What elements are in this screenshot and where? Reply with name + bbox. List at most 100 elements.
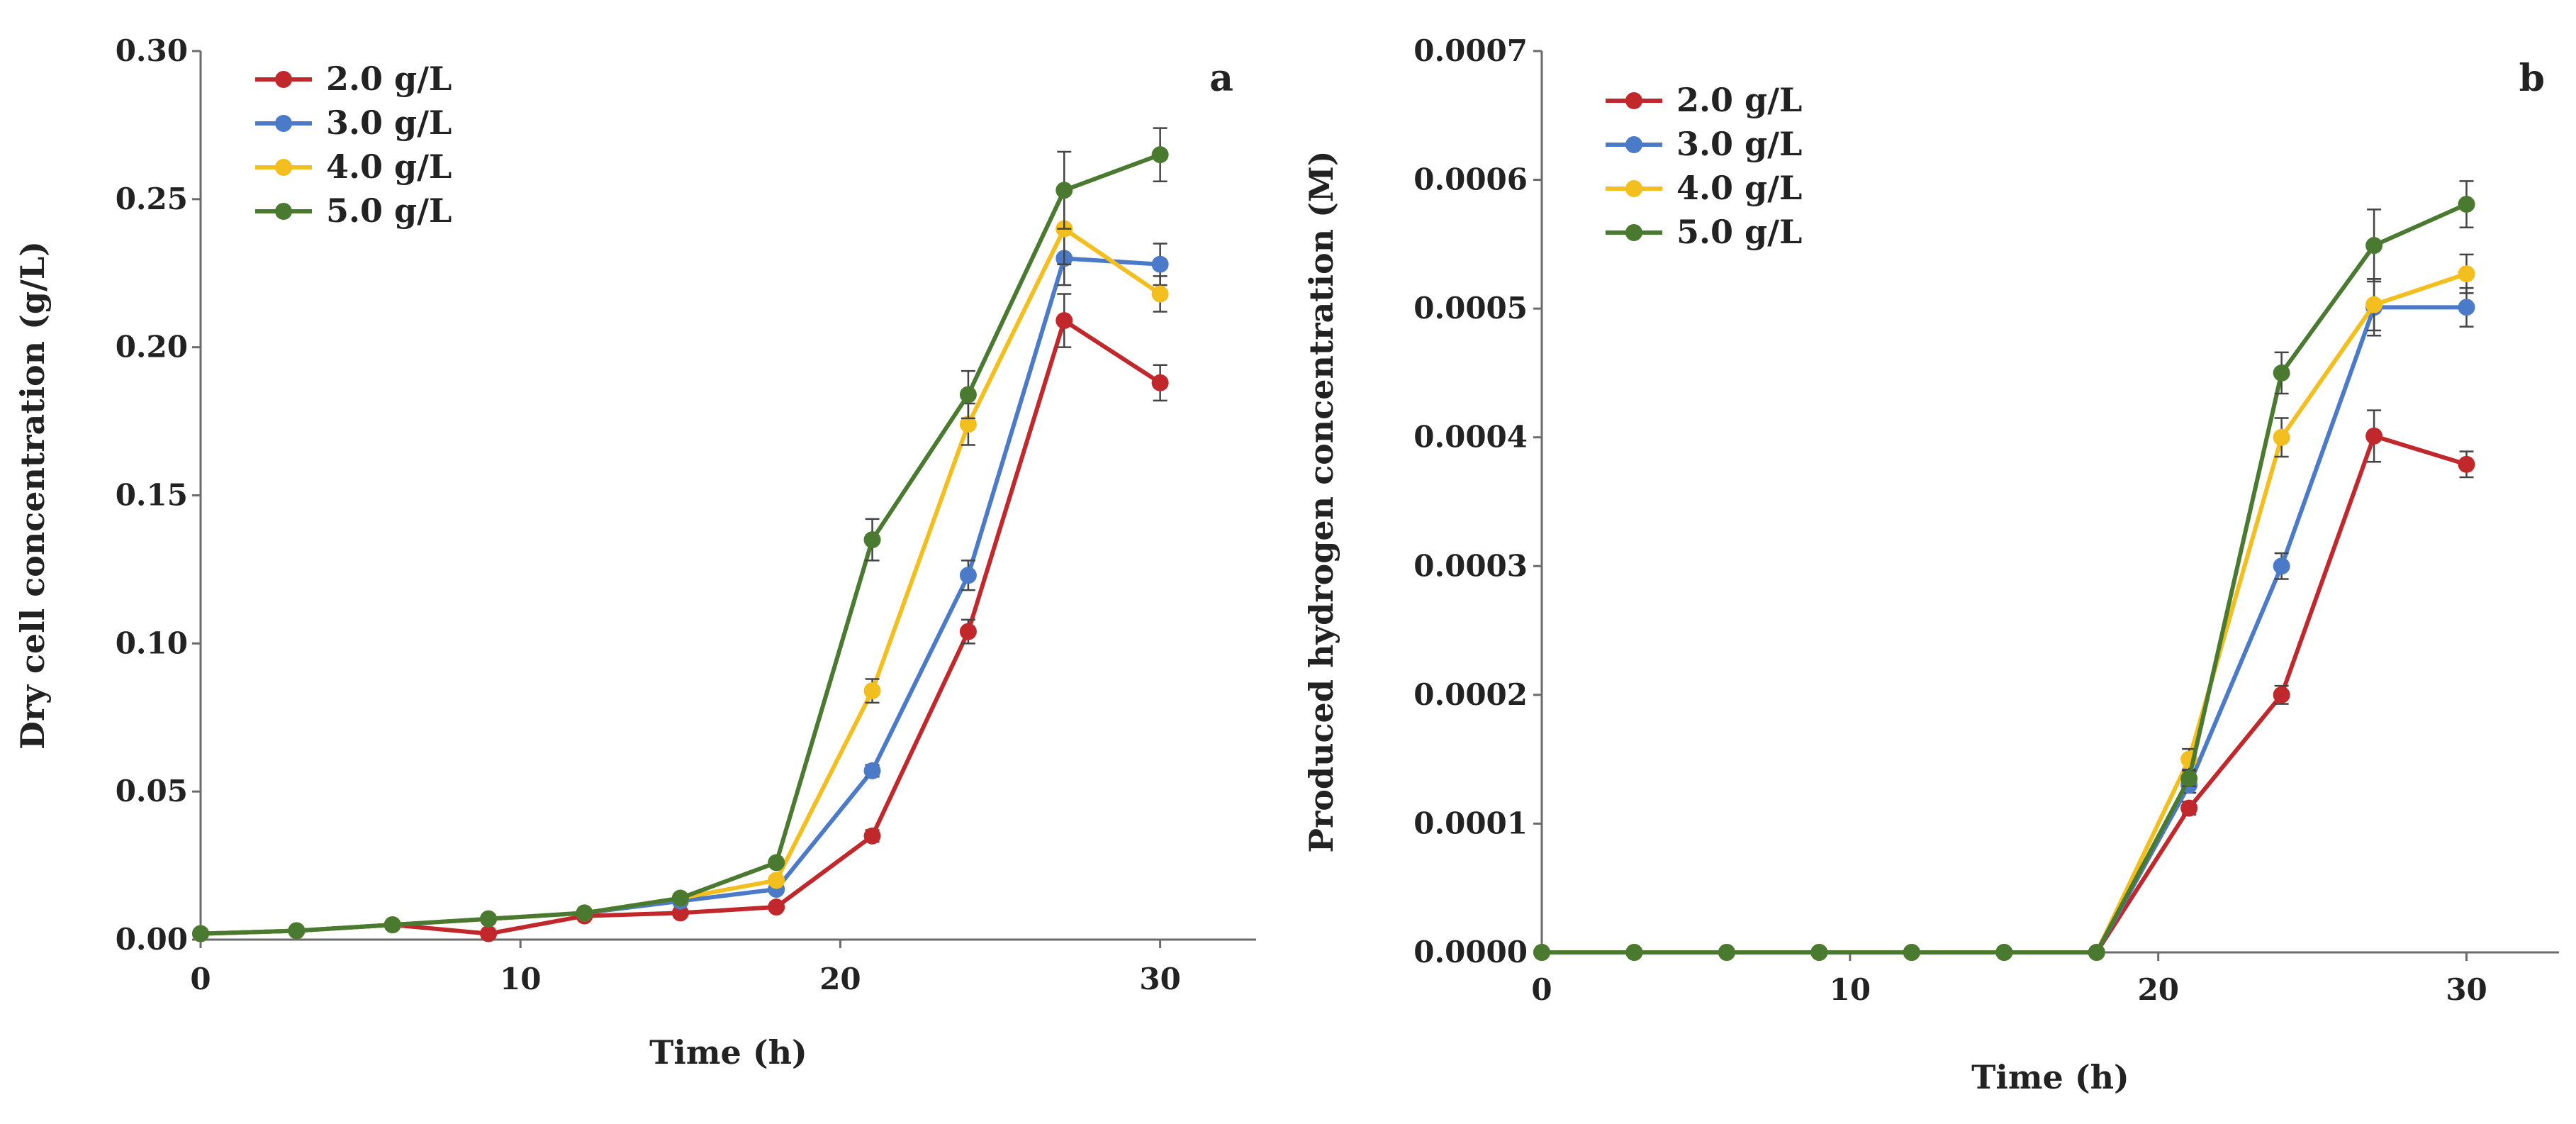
panel-a-y-tick-label: 0.25 (116, 182, 188, 216)
legend-label: 4.0 g/L (1676, 169, 1802, 207)
panel-b-y-tick-label: 0.0004 (1413, 420, 1528, 455)
panel-a-series-line-4-0-g-l (200, 226, 1162, 936)
legend-marker (275, 115, 292, 132)
panel-b-legend-entry: 3.0 g/L (1606, 125, 1802, 163)
panel-b-legend-entry: 4.0 g/L (1606, 169, 1802, 207)
panel-a-data-point-5-0-g-l (671, 889, 689, 907)
panel-a-legend-entry: 5.0 g/L (255, 191, 452, 230)
panel-a-data-point-5-0-g-l (288, 922, 306, 940)
panel-a-chart: 0.00 0.05 0.10 0.15 0.20 0.25 0.30 0 10 20 30 Time … (13, 33, 1256, 1072)
panel-b-data-point-4-0-g-l (2458, 265, 2475, 283)
panel-a-data-point-3-0-g-l (1151, 255, 1169, 273)
panel-a-data-point-3-0-g-l (959, 567, 977, 584)
panel-a-y-tick-label: 0.30 (116, 33, 188, 68)
panel-b-chart: 0.0000 0.0001 0.0002 0.0003 0.0004 0.0005 0.00… (1302, 33, 2559, 1096)
panel-b-data-point-5-0-g-l (1903, 944, 1920, 961)
panel-a-series-line-3-0-g-l (200, 256, 1160, 936)
panel-b-data-point-5-0-g-l (1625, 944, 1643, 961)
panel-a-data-point-4-0-g-l (959, 416, 977, 433)
panel-a-y-tick-label: 0.20 (116, 330, 188, 365)
panel-a-y-tick-label: 0.15 (116, 478, 188, 513)
panel-b-panel-letter: b (2519, 57, 2545, 100)
panel-b-series-line-4-0-g-l (1542, 272, 2468, 955)
panel-b-data-point-2-0-g-l (2180, 799, 2198, 817)
panel-b-y-tick-label: 0.0001 (1413, 806, 1528, 840)
legend-marker (1625, 180, 1642, 197)
panel-b-y-tick-label: 0.0002 (1413, 677, 1528, 712)
legend-marker (275, 159, 292, 176)
panel-a-legend-entry: 4.0 g/L (255, 148, 452, 186)
panel-a-y-tick-label: 0.05 (116, 774, 188, 808)
panel-b-data-point-5-0-g-l (1810, 944, 1828, 961)
panel-a-y-tick-label: 0.10 (116, 625, 188, 660)
panel-b-data-point-5-0-g-l (1533, 944, 1550, 961)
legend-label: 5.0 g/L (1676, 213, 1802, 251)
panel-a-x-axis-title: Time (h) (649, 1033, 807, 1072)
legend-marker (1625, 224, 1642, 241)
panel-a-data-point-2-0-g-l (959, 623, 977, 640)
legend-label: 5.0 g/L (326, 191, 452, 230)
panel-b-data-point-5-0-g-l (1995, 944, 2013, 961)
panel-a-y-tick-label: 0.00 (116, 922, 188, 957)
legend-label: 4.0 g/L (326, 148, 452, 186)
panel-a-x-tick-label: 10 (500, 962, 541, 996)
panel-b-data-point-3-0-g-l (2273, 557, 2290, 575)
panel-b-series-line-5-0-g-l (1542, 202, 2468, 955)
panel-b-x-tick-label: 10 (1830, 972, 1871, 1007)
panel-a-y-axis-title: Dry cell concentration (g/L) (13, 241, 52, 750)
panel-a-data-point-4-0-g-l (1151, 285, 1169, 303)
legend-label: 2.0 g/L (326, 60, 452, 98)
panel-a-data-point-2-0-g-l (1055, 312, 1073, 330)
panel-a-legend-entry: 2.0 g/L (255, 60, 452, 98)
legend-marker (1625, 92, 1642, 109)
panel-b-data-point-5-0-g-l (2180, 769, 2198, 787)
panel-b-series-line-3-0-g-l (1542, 305, 2467, 955)
panel-b-data-point-5-0-g-l (1718, 944, 1735, 961)
panel-b-data-point-4-0-g-l (2365, 296, 2383, 313)
panel-a-data-point-2-0-g-l (671, 904, 689, 922)
panel-b-series-line-2-0-g-l (1542, 433, 2468, 955)
panel-b-data-point-3-0-g-l (2458, 299, 2475, 316)
legend-marker (275, 71, 292, 88)
panel-b-data-point-5-0-g-l (2365, 237, 2383, 255)
panel-b-y-axis-title: Produced hydrogen concentration (M) (1302, 150, 1340, 852)
panel-b-data-point-5-0-g-l (2273, 364, 2290, 382)
panel-a-series-line-5-0-g-l (200, 152, 1161, 936)
panel-b-data-point-5-0-g-l (2088, 944, 2105, 961)
panel-a-data-point-3-0-g-l (863, 762, 881, 779)
panel-b-x-tick-label: 30 (2446, 972, 2487, 1007)
panel-a-x-tick-label: 20 (819, 962, 861, 996)
panel-b-data-point-4-0-g-l (2273, 428, 2290, 446)
panel-a-data-point-5-0-g-l (959, 386, 977, 404)
panel-b-data-point-2-0-g-l (2365, 427, 2383, 445)
panel-b-y-tick-label: 0.0003 (1413, 548, 1528, 583)
panel-a-data-point-5-0-g-l (576, 904, 593, 922)
panel-a-legend-entry: 3.0 g/L (255, 104, 452, 142)
panel-a-data-point-5-0-g-l (863, 531, 881, 549)
panel-a-x-tick-label: 30 (1139, 962, 1180, 996)
panel-a-data-point-5-0-g-l (768, 854, 785, 872)
panel-b-y-tick-label: 0.0005 (1413, 291, 1528, 325)
panel-a-data-point-5-0-g-l (383, 916, 401, 934)
panel-b-data-point-2-0-g-l (2458, 455, 2475, 473)
panel-a-data-point-4-0-g-l (863, 682, 881, 700)
panel-b-data-point-2-0-g-l (2273, 686, 2290, 703)
legend-label: 2.0 g/L (1676, 81, 1802, 119)
panel-a-data-point-5-0-g-l (192, 925, 209, 942)
panel-a-data-point-4-0-g-l (768, 872, 785, 889)
panel-b-legend-entry: 5.0 g/L (1606, 213, 1802, 251)
panel-b-x-axis-title: Time (h) (1971, 1058, 2129, 1096)
panel-b-legend-entry: 2.0 g/L (1606, 81, 1802, 119)
legend-marker (1625, 136, 1642, 153)
panel-a-data-point-2-0-g-l (863, 827, 881, 845)
legend-label: 3.0 g/L (1676, 125, 1802, 163)
legend-marker (275, 203, 292, 220)
panel-a-data-point-2-0-g-l (1151, 374, 1169, 391)
panel-b-y-tick-label: 0.0006 (1413, 162, 1528, 197)
panel-b-x-tick-label: 0 (1531, 972, 1552, 1007)
panel-a-data-point-2-0-g-l (768, 898, 785, 916)
panel-a-data-point-2-0-g-l (480, 925, 498, 942)
panel-a-x-tick-label: 0 (190, 962, 211, 996)
panel-a-data-point-5-0-g-l (1151, 146, 1169, 164)
